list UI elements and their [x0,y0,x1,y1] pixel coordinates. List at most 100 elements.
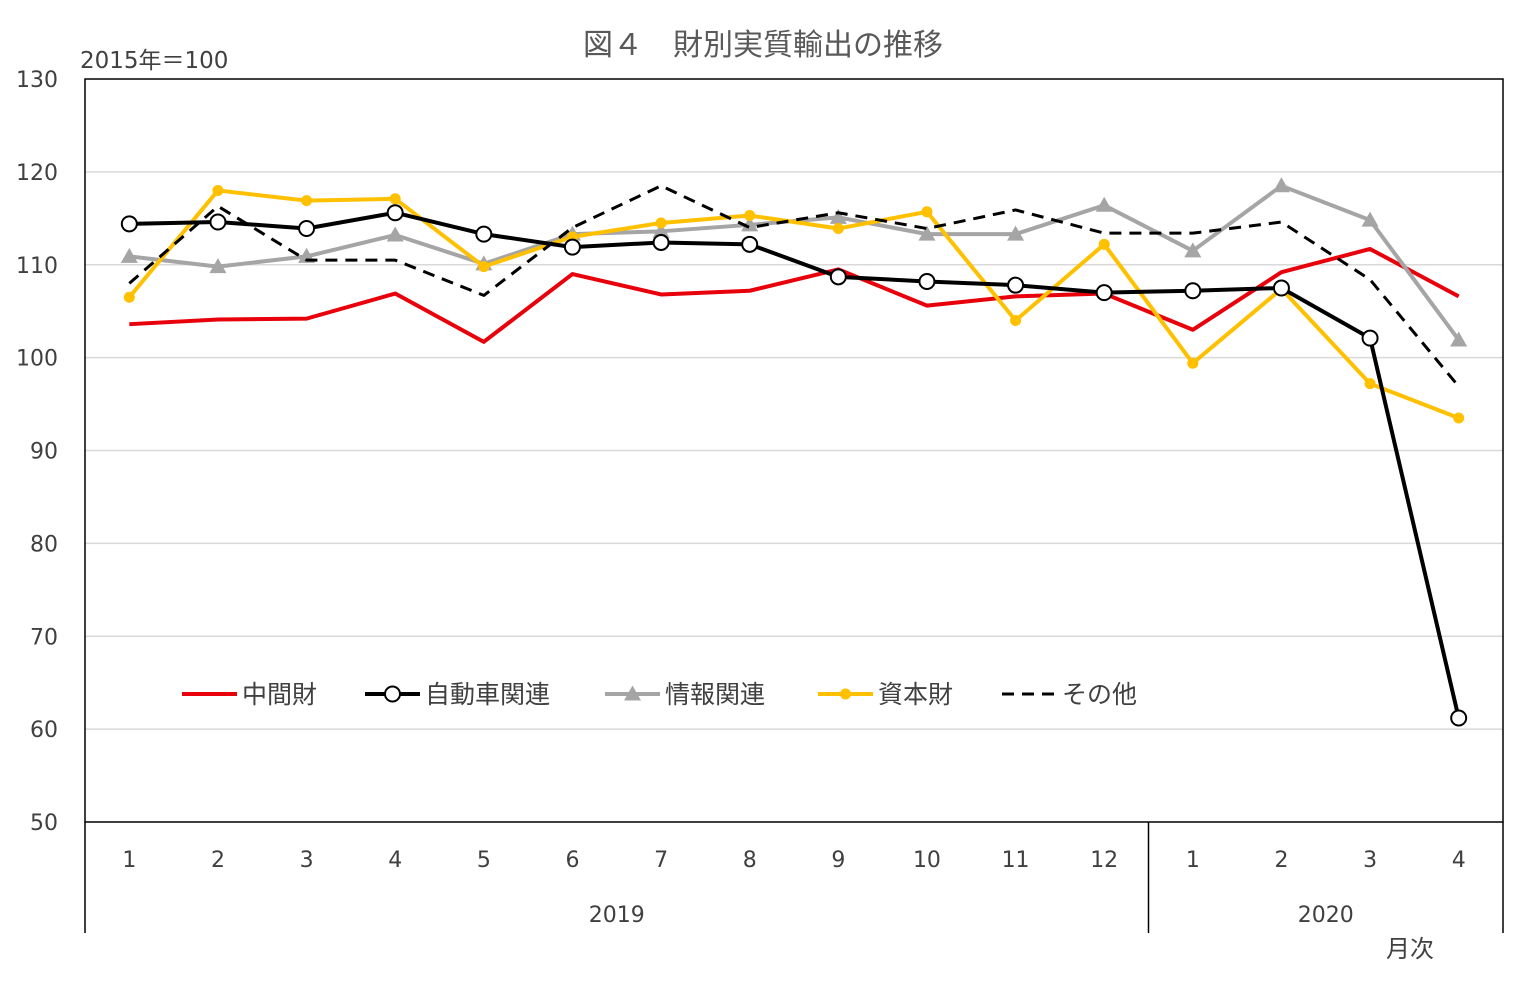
data-point [212,184,224,196]
data-point [744,210,756,222]
data-point [1095,196,1113,212]
data-point [386,226,404,242]
data-point [1010,314,1022,326]
y-tick-label: 100 [16,347,58,372]
data-point [1453,412,1465,424]
data-point [1450,331,1468,347]
data-point [1184,282,1202,300]
data-point [1361,211,1379,227]
legend-label: 自動車関連 [425,680,550,709]
legend-item-自動車関連: 自動車関連 [365,680,550,709]
series-その他 [128,184,1460,388]
data-point [1187,357,1199,369]
data-point [209,213,227,231]
legend-item-資本財: 資本財 [818,680,953,709]
x-tick-label: 11 [1002,848,1030,873]
data-point [1361,329,1379,347]
gridlines [85,171,1503,730]
x-tick-label: 2 [211,848,225,873]
data-point [918,272,936,290]
data-point [301,195,313,207]
series-line [128,184,1460,388]
data-point [918,225,936,241]
data-point [1095,284,1113,302]
y-tick-label: 90 [30,440,58,465]
data-point [475,225,493,243]
data-point [741,216,759,232]
x-tick-label: 3 [300,848,314,873]
data-point [120,215,138,233]
year-label-2019: 2019 [589,903,645,928]
x-tick-label: 3 [1363,848,1377,873]
legend-label: 中間財 [242,680,317,709]
data-point [386,204,404,222]
data-point [829,208,847,224]
y-tick-label: 120 [16,161,58,186]
data-point [1364,378,1376,390]
data-point [741,235,759,253]
data-point [829,268,847,286]
legend: 中間財 自動車関連 情報関連 資本財 その他 [182,680,1137,709]
legend-label: 資本財 [878,680,953,709]
x-tick-label: 5 [477,848,491,873]
data-point [1007,276,1025,294]
data-point [120,247,138,263]
data-point [1098,238,1110,250]
y-axis-ticks: 50 60 70 80 90 100 110 120 130 [16,68,58,836]
series-line [129,210,1461,719]
x-tick-label: 1 [1186,848,1200,873]
y-tick-label: 80 [30,532,58,557]
y-tick-label: 70 [30,625,58,650]
legend-item-情報関連: 情報関連 [605,680,765,709]
data-point [384,685,401,703]
series-資本財 [123,184,1465,424]
plot-border [84,78,1504,823]
data-point [832,223,844,235]
data-point [652,222,670,238]
x-tick-label: 12 [1090,848,1118,873]
data-point [624,685,641,701]
data-point [1007,225,1025,241]
x-tick-label: 4 [388,848,402,873]
data-point [652,233,670,251]
data-point [1272,177,1290,193]
series-自動車関連 [120,204,1468,727]
legend-label: その他 [1062,680,1137,709]
series-line [129,183,1461,342]
legend-label: 情報関連 [665,680,765,709]
x-tick-label: 9 [831,848,845,873]
year-label-2020: 2020 [1298,903,1354,928]
legend-item-中間財: 中間財 [182,680,317,709]
data-point [1184,242,1202,258]
data-point [478,261,490,273]
chart-title: 図４ 財別実質輸出の推移 [583,28,943,63]
x-tick-label: 10 [913,848,941,873]
unit-label: 2015年＝100 [80,48,228,74]
series-line [127,188,1460,420]
data-point [298,220,316,238]
x-tick-label: 2 [1274,848,1288,873]
data-point [123,291,135,303]
legend-item-その他: その他 [1002,680,1137,709]
data-point [563,238,581,256]
data-point [655,217,667,229]
y-tick-label: 130 [16,68,58,93]
plot-frame [84,78,1504,823]
y-tick-label: 110 [16,254,58,279]
data-point [209,258,227,274]
series-line [129,246,1460,344]
y-tick-label: 60 [30,718,58,743]
data-point [389,193,401,205]
y-tick-label: 50 [30,811,58,836]
x-tick-label: 7 [654,848,668,873]
data-point [921,206,933,218]
data-point [1272,279,1290,297]
data-point [1450,709,1468,727]
series-group [120,177,1468,727]
x-tick-label: 8 [743,848,757,873]
data-point [840,688,851,700]
x-axis-label: 月次 [1386,935,1434,963]
series-中間財 [129,246,1460,344]
